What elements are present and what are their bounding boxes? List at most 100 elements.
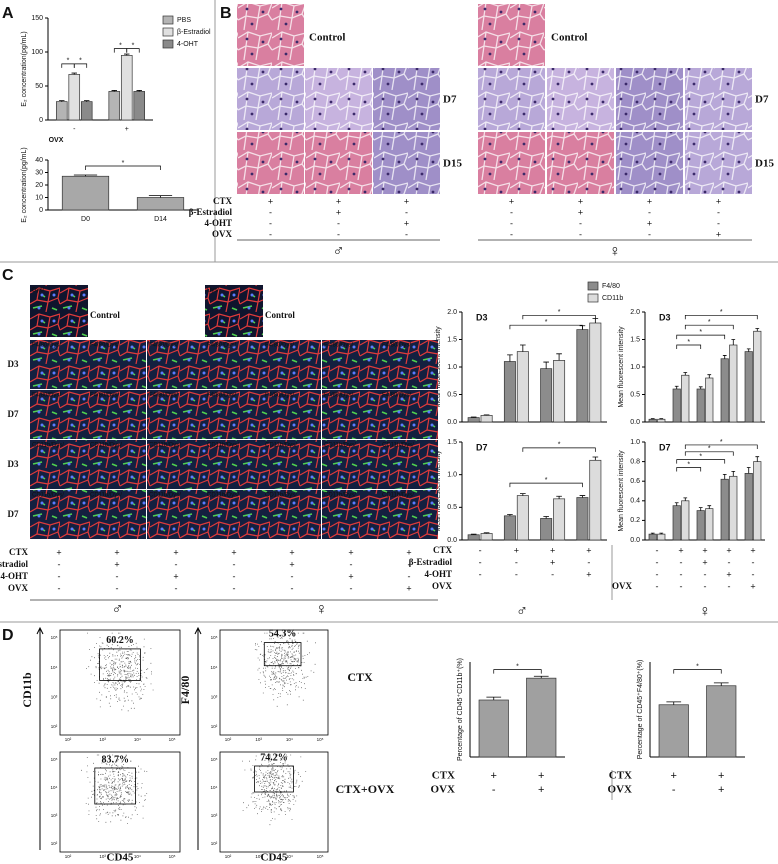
condition-value: - — [656, 581, 659, 591]
error-bar — [707, 374, 712, 378]
row-label: D3 — [8, 359, 19, 369]
marker-label: CD11b/Dys/ — [265, 493, 297, 499]
flow-tick-label: 10⁵ — [51, 757, 58, 762]
condition-value: + — [173, 547, 178, 557]
condition-label: CTX — [432, 770, 455, 782]
significance-bracket — [684, 451, 734, 456]
flow-tick-label: 10⁵ — [169, 854, 176, 859]
y-tick-label: 150 — [31, 15, 43, 22]
bar — [80, 101, 93, 121]
bar — [526, 677, 557, 758]
y-tick-label: 100 — [31, 49, 43, 56]
micrograph-texture — [237, 68, 304, 130]
error-bar — [698, 386, 703, 389]
sex-symbol: ♀ — [699, 603, 711, 620]
flow-tick-label: 10⁴ — [286, 737, 293, 742]
micrograph-texture — [373, 68, 440, 130]
bar — [657, 533, 666, 541]
condition-value: - — [408, 571, 411, 581]
flow-tick-label: 10⁴ — [51, 665, 58, 670]
flow-tick-label: 10² — [225, 737, 232, 742]
condition-value: + — [538, 784, 544, 796]
flow-tick-label: 10² — [211, 724, 218, 729]
condition-value: + — [336, 207, 341, 217]
error-bar — [650, 418, 655, 420]
flow-dots — [254, 632, 316, 707]
significance-bracket — [522, 447, 596, 452]
y-tick-label: 1.5 — [630, 336, 640, 343]
condition-value: + — [726, 545, 731, 555]
micrograph-texture — [147, 340, 205, 389]
significance-star: * — [558, 442, 561, 449]
marker-label: Dys/ — [207, 288, 219, 294]
significance-bracket — [676, 467, 702, 472]
error-bar — [507, 514, 513, 516]
condition-value: + — [491, 770, 497, 782]
micrograph-texture — [380, 440, 438, 489]
error-bar — [533, 675, 549, 679]
condition-value: + — [231, 547, 236, 557]
legend-label: β-Estradiol — [177, 29, 211, 36]
bar — [744, 473, 753, 541]
micrograph-texture — [205, 390, 263, 439]
flow-tick-label: 10² — [51, 724, 58, 729]
micrograph-texture — [322, 440, 380, 489]
bar — [672, 505, 681, 541]
y-tick-label: 2.0 — [630, 309, 640, 316]
y-tick-label: 2.0 — [447, 309, 457, 316]
significance-bracket — [676, 334, 726, 340]
flow-tick-label: 10⁴ — [286, 854, 293, 859]
bar — [681, 374, 690, 423]
condition-value: - — [492, 784, 496, 796]
legend-label: 4-OHT — [177, 41, 199, 48]
flow-tick-label: 10³ — [51, 695, 58, 700]
micrograph-texture — [380, 490, 438, 539]
significance-bracket — [676, 459, 726, 464]
condition-value: + — [404, 218, 409, 228]
condition-value: - — [587, 557, 590, 567]
chart-title: D7 — [659, 442, 671, 452]
condition-value: + — [404, 196, 409, 206]
error-bar — [59, 100, 65, 102]
error-bar — [731, 339, 736, 345]
condition-value: + — [289, 547, 294, 557]
micrograph-texture — [30, 440, 88, 489]
chart-title: D3 — [659, 312, 671, 322]
panel-label: D — [2, 627, 14, 644]
condition-value: - — [58, 571, 61, 581]
condition-value: + — [678, 545, 683, 555]
condition-value: + — [550, 557, 555, 567]
error-bar — [746, 348, 751, 352]
error-bar — [124, 53, 130, 56]
condition-label: CTX — [433, 545, 453, 555]
micrograph-texture — [685, 68, 752, 130]
micrograph-texture — [616, 132, 683, 194]
gate — [94, 767, 137, 805]
marker-label: F4/80/Dys/ — [32, 393, 61, 399]
condition-value: + — [716, 196, 721, 206]
condition-value: + — [550, 545, 555, 555]
error-bar — [148, 195, 173, 198]
condition-value: - — [648, 229, 651, 239]
error-bar — [556, 495, 562, 499]
condition-value: + — [647, 196, 652, 206]
significance-star: * — [545, 319, 548, 326]
sex-symbol: ♀ — [609, 243, 621, 260]
significance-bracket — [509, 482, 583, 488]
condition-value: - — [728, 557, 731, 567]
condition-label: OVX — [431, 784, 456, 796]
y-axis-label: Mean fluorescent intensity — [618, 326, 625, 408]
gate-percentage: 83.7% — [101, 754, 129, 765]
condition-value: - — [672, 784, 676, 796]
bar — [503, 515, 516, 541]
y-tick-label: 30 — [35, 169, 43, 176]
condition-value: - — [405, 229, 408, 239]
significance-star: * — [687, 339, 690, 346]
condition-label: 4-OHT — [424, 569, 452, 579]
marker-label: F4/80/Dys/ — [149, 393, 178, 399]
error-bar — [722, 355, 727, 359]
condition-value: - — [752, 569, 755, 579]
flow-tick-label: 10⁴ — [134, 854, 141, 859]
bar — [478, 699, 509, 758]
axis-arrow — [36, 626, 44, 850]
